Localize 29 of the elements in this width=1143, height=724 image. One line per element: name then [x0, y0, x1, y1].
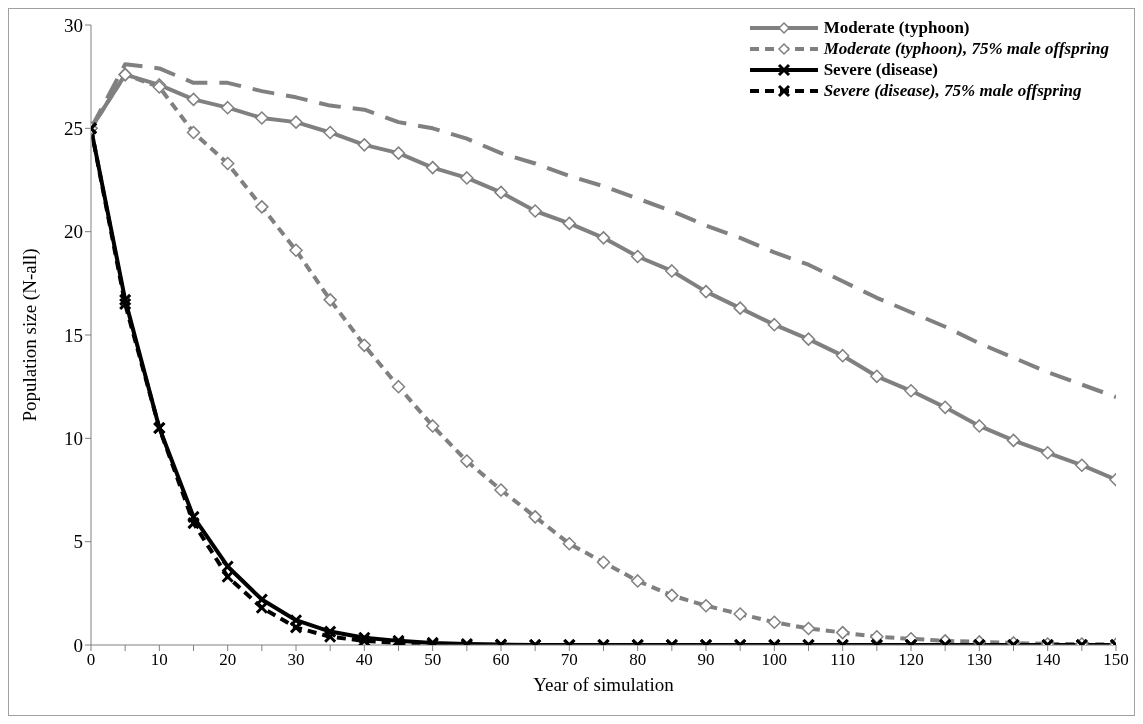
x-tick-label: 20	[219, 650, 237, 670]
x-tick-label: 110	[830, 650, 856, 670]
y-tick-label: 15	[64, 324, 83, 346]
y-tick-label: 30	[64, 14, 83, 36]
x-tick-label: 130	[966, 650, 993, 670]
x-tick-label: 100	[761, 650, 788, 670]
x-tick-label: 80	[629, 650, 647, 670]
y-tick-label: 25	[64, 118, 83, 140]
y-axis-title: Population size (N-all)	[18, 248, 41, 422]
x-tick-label: 120	[898, 650, 924, 670]
x-tick-label: 0	[86, 650, 96, 670]
x-tick-label: 60	[492, 650, 510, 670]
x-tick-label: 30	[287, 650, 305, 670]
x-tick-label: 90	[697, 650, 715, 670]
x-tick-label: 70	[560, 650, 578, 670]
y-tick-label: 20	[64, 221, 83, 243]
legend-label: Moderate (typhoon), 75% male offspring	[823, 38, 1109, 59]
x-axis-title: Year of simulation	[533, 674, 675, 695]
x-tick-label: 150	[1103, 650, 1129, 670]
legend-label: Moderate (typhoon)	[823, 17, 970, 38]
y-tick-label: 0	[73, 634, 83, 656]
x-tick-label: 10	[150, 650, 168, 670]
x-tick-label: 40	[355, 650, 373, 670]
x-tick-label: 50	[424, 650, 442, 670]
legend-label: Severe (disease), 75% male offspring	[823, 80, 1082, 101]
y-tick-label: 10	[64, 428, 83, 450]
x-tick-label: 140	[1034, 650, 1061, 670]
legend-label: Severe (disease)	[823, 59, 939, 80]
y-tick-label: 5	[73, 531, 83, 553]
